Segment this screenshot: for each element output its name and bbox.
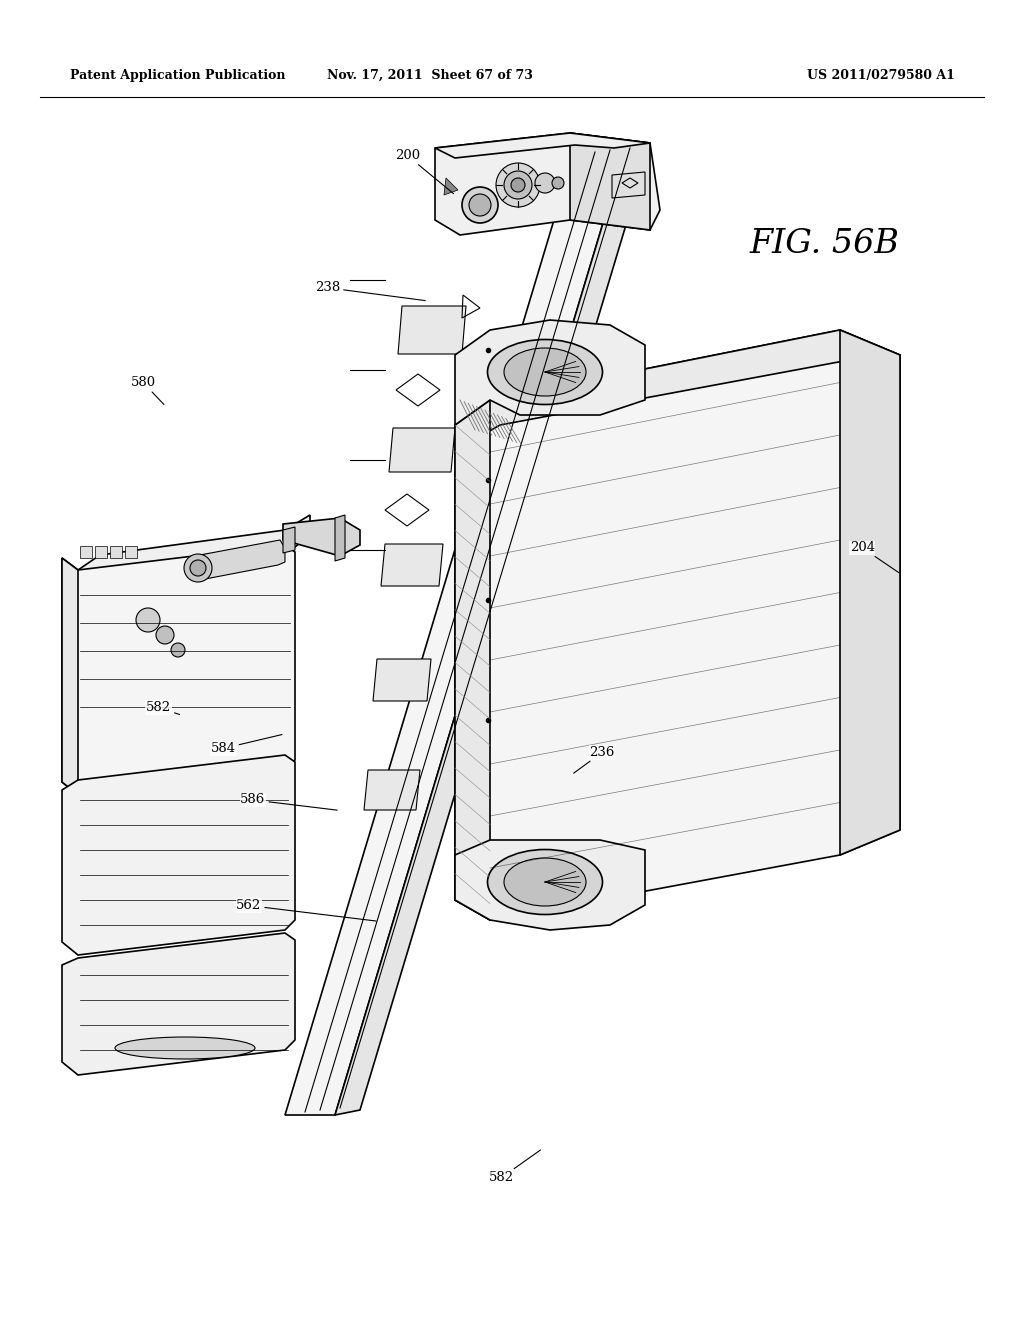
Polygon shape: [840, 330, 900, 855]
Polygon shape: [78, 515, 310, 579]
Polygon shape: [110, 546, 122, 558]
Text: 582: 582: [489, 1150, 541, 1184]
Text: 586: 586: [241, 793, 337, 810]
Polygon shape: [285, 150, 625, 1115]
Circle shape: [190, 560, 206, 576]
Text: 582: 582: [146, 701, 179, 714]
Circle shape: [184, 554, 212, 582]
Text: 204: 204: [850, 541, 899, 573]
Circle shape: [462, 187, 498, 223]
Polygon shape: [125, 546, 137, 558]
Polygon shape: [570, 133, 650, 230]
Text: 584: 584: [211, 734, 282, 755]
Polygon shape: [335, 145, 650, 1115]
Polygon shape: [62, 558, 78, 795]
Polygon shape: [283, 517, 360, 556]
Polygon shape: [455, 330, 900, 447]
Text: 580: 580: [131, 376, 164, 404]
Polygon shape: [335, 515, 345, 561]
Text: 562: 562: [237, 899, 376, 921]
Circle shape: [469, 194, 490, 216]
Ellipse shape: [487, 850, 602, 915]
Ellipse shape: [487, 339, 602, 404]
Polygon shape: [381, 544, 443, 586]
Polygon shape: [80, 546, 92, 558]
Polygon shape: [373, 659, 431, 701]
Polygon shape: [435, 133, 660, 235]
Polygon shape: [435, 133, 650, 158]
Polygon shape: [62, 933, 295, 1074]
Circle shape: [511, 178, 525, 191]
Text: Patent Application Publication: Patent Application Publication: [70, 69, 286, 82]
Circle shape: [552, 177, 564, 189]
Polygon shape: [283, 527, 295, 553]
Polygon shape: [455, 840, 645, 931]
Circle shape: [156, 626, 174, 644]
Polygon shape: [455, 400, 490, 920]
Ellipse shape: [115, 1038, 255, 1059]
Polygon shape: [455, 330, 900, 920]
Text: 200: 200: [395, 149, 454, 194]
Polygon shape: [95, 546, 106, 558]
Ellipse shape: [504, 348, 586, 396]
Ellipse shape: [504, 858, 586, 906]
Polygon shape: [389, 428, 455, 473]
Polygon shape: [193, 540, 285, 579]
Circle shape: [504, 172, 532, 199]
Text: Nov. 17, 2011  Sheet 67 of 73: Nov. 17, 2011 Sheet 67 of 73: [327, 69, 532, 82]
Circle shape: [496, 162, 540, 207]
Text: FIG. 56B: FIG. 56B: [750, 228, 899, 260]
Circle shape: [171, 643, 185, 657]
Polygon shape: [364, 770, 420, 810]
Text: US 2011/0279580 A1: US 2011/0279580 A1: [807, 69, 955, 82]
Polygon shape: [444, 178, 458, 195]
Text: 236: 236: [573, 746, 614, 774]
Polygon shape: [455, 319, 645, 425]
Polygon shape: [62, 755, 295, 954]
Text: 238: 238: [315, 281, 425, 301]
Circle shape: [136, 609, 160, 632]
Polygon shape: [62, 545, 295, 795]
Polygon shape: [398, 306, 466, 354]
Circle shape: [535, 173, 555, 193]
